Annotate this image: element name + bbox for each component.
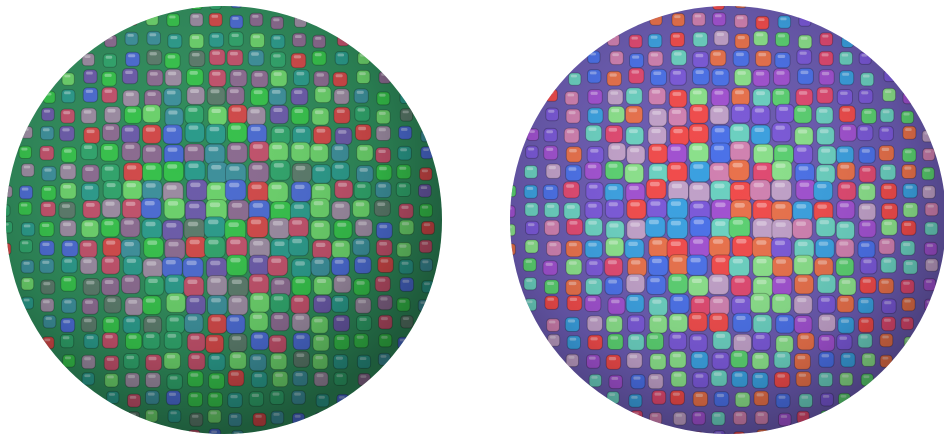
tile-highlight [652, 14, 659, 18]
tile-highlight [715, 0, 721, 2]
tile-highlight [630, 15, 637, 18]
tile-highlight [6, 244, 8, 248]
tile-highlight [6, 206, 7, 209]
tile-highlight [193, 0, 199, 2]
tile-highlight [693, 433, 700, 434]
tile [691, 431, 704, 434]
tile [253, 431, 267, 434]
tile-highlight [510, 187, 513, 190]
tile-highlight [256, 433, 262, 434]
tile-highlight [317, 414, 323, 417]
tile-highlight [402, 93, 408, 97]
tile [314, 412, 327, 425]
tile [125, 13, 138, 26]
tile-highlight [822, 15, 828, 18]
tile-highlight [6, 187, 9, 190]
tile [250, 6, 264, 7]
tile-highlight [735, 433, 742, 434]
left-sphere [6, 0, 442, 434]
tile [692, 6, 705, 7]
tile-highlight [510, 245, 512, 248]
tile [756, 6, 769, 7]
tile [819, 13, 832, 26]
tile [628, 13, 641, 26]
tile-highlight [905, 93, 911, 97]
tile-highlight [127, 15, 134, 18]
right-sphere [510, 0, 944, 434]
tile-highlight [801, 16, 808, 19]
tile-highlight [212, 0, 218, 2]
tile-highlight [822, 412, 829, 415]
tile [314, 14, 327, 27]
tile-highlight [316, 16, 323, 19]
tile-highlight [339, 35, 346, 39]
tile-highlight [423, 132, 429, 135]
tile-highlight [737, 0, 743, 1]
tile-highlight [148, 15, 155, 18]
